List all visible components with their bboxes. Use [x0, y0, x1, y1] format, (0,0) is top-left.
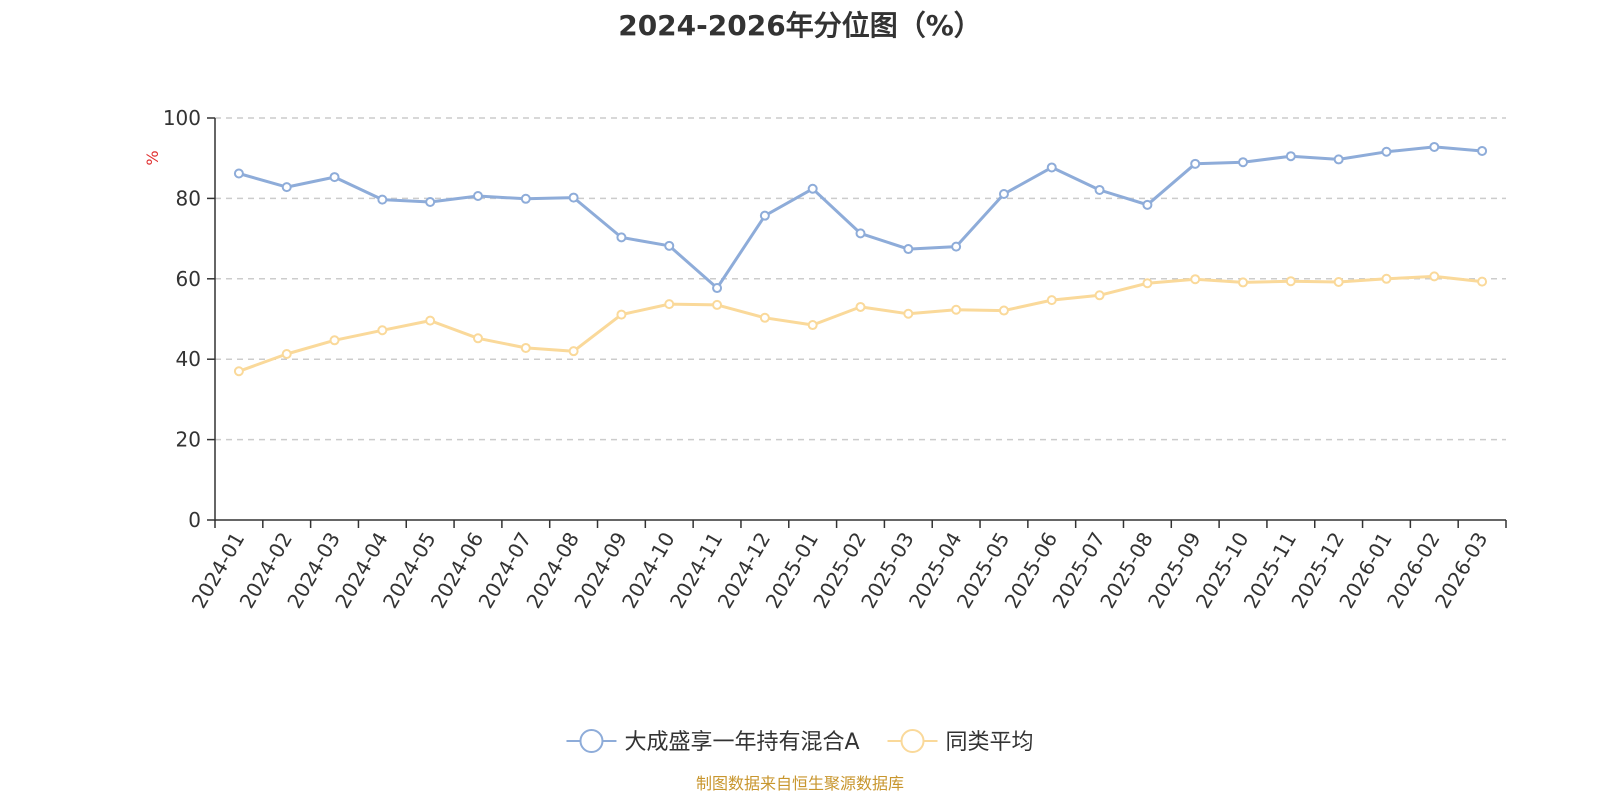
data-point — [425, 197, 436, 208]
data-point — [1094, 290, 1105, 301]
data-point — [759, 312, 770, 323]
data-point — [712, 299, 723, 310]
data-point — [664, 299, 675, 310]
data-point — [425, 315, 436, 326]
data-point — [1046, 295, 1057, 306]
data-point — [759, 210, 770, 221]
data-point — [1333, 277, 1344, 288]
y-tick-label: 60 — [176, 267, 201, 291]
data-point — [1333, 154, 1344, 165]
data-point — [233, 168, 244, 179]
data-point — [1477, 276, 1488, 287]
y-tick-label: 100 — [163, 106, 201, 130]
y-tick-label: 80 — [176, 186, 201, 210]
legend: 大成盛享一年持有混合A 同类平均 — [566, 729, 1034, 755]
data-point — [568, 192, 579, 203]
data-point — [807, 183, 818, 194]
legend-label: 同类平均 — [946, 730, 1034, 755]
data-point — [233, 366, 244, 377]
data-point — [329, 335, 340, 346]
data-point — [1477, 145, 1488, 156]
y-axis-label: % — [143, 150, 162, 165]
legend-item: 大成盛享一年持有混合A — [566, 729, 860, 755]
series-line-1 — [238, 274, 1483, 373]
data-point — [1046, 162, 1057, 173]
legend-marker — [579, 729, 604, 753]
data-point — [472, 333, 483, 344]
data-point — [281, 348, 292, 359]
legend-label: 大成盛享一年持有混合A — [624, 730, 859, 755]
legend-item: 同类平均 — [887, 729, 1034, 755]
data-point — [616, 232, 627, 243]
data-point — [1190, 274, 1201, 285]
y-tick-label: 0 — [188, 508, 201, 532]
data-point — [951, 304, 962, 315]
data-point — [903, 244, 914, 255]
legend-marker — [900, 729, 925, 753]
data-point — [903, 308, 914, 319]
data-point — [1142, 278, 1153, 289]
data-point — [855, 301, 866, 312]
data-point — [1429, 141, 1440, 152]
data-point — [520, 342, 531, 353]
series-line-0 — [238, 145, 1483, 290]
data-point — [1142, 199, 1153, 210]
chart-title: 2024-2026年分位图（%） — [618, 9, 982, 42]
y-tick-label: 20 — [176, 428, 201, 452]
data-point — [1238, 277, 1249, 288]
data-point — [807, 320, 818, 331]
data-point — [1429, 271, 1440, 282]
data-point — [329, 172, 340, 183]
series — [233, 141, 1488, 377]
data-point — [281, 182, 292, 193]
data-point — [1381, 146, 1392, 157]
data-point — [1094, 184, 1105, 195]
data-point — [855, 228, 866, 239]
source-note: 制图数据来自恒生聚源数据库 — [695, 774, 904, 793]
data-point — [472, 190, 483, 201]
data-point — [1190, 158, 1201, 169]
data-point — [377, 325, 388, 336]
data-point — [712, 283, 723, 294]
y-tick-label: 40 — [176, 347, 201, 371]
data-point — [1285, 276, 1296, 287]
data-point — [1381, 273, 1392, 284]
data-point — [1285, 151, 1296, 162]
data-point — [998, 305, 1009, 316]
data-point — [520, 193, 531, 204]
data-point — [951, 241, 962, 252]
data-point — [664, 240, 675, 251]
data-point — [377, 194, 388, 205]
data-point — [998, 188, 1009, 199]
data-point — [1238, 157, 1249, 168]
grid-lines — [215, 117, 1506, 441]
data-point — [568, 346, 579, 357]
data-point — [616, 309, 627, 320]
